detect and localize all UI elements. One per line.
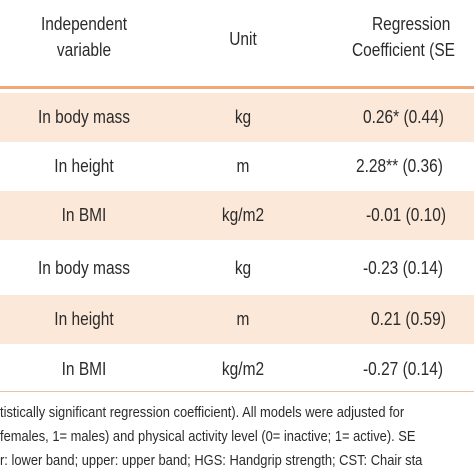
header-independent-line1: Independent: [40, 14, 128, 34]
header-unit: Unit: [229, 29, 257, 49]
row-variable: In body mass: [37, 107, 131, 127]
row-unit: kg: [234, 107, 252, 127]
row-unit: m: [236, 309, 250, 329]
header-independent-line2: variable: [56, 40, 112, 60]
row-unit: kg/m2: [221, 205, 265, 225]
row-unit: kg/m2: [221, 359, 265, 379]
row-coefficient: 2.28** (0.36): [356, 156, 443, 176]
row-variable: In height: [54, 309, 114, 329]
table-header: Independent variable Unit Regression Coe…: [0, 0, 474, 86]
table-row: In body mass kg 0.26* (0.44): [0, 93, 474, 142]
footnote-divider: [0, 391, 474, 392]
footnote-line-2: females, 1= males) and physical activity…: [0, 428, 416, 445]
row-variable: In height: [54, 156, 114, 176]
table-row: In body mass kg -0.23 (0.14): [0, 244, 474, 293]
header-regression-line2: Coefficient (SE: [352, 40, 455, 60]
row-coefficient: -0.23 (0.14): [363, 258, 444, 278]
row-variable: In body mass: [37, 258, 131, 278]
row-unit: m: [236, 156, 250, 176]
table-row: In BMI kg/m2 -0.27 (0.14): [0, 345, 474, 394]
row-variable: In BMI: [61, 205, 107, 225]
footnote-line-3: r: lower band; upper: upper band; HGS: H…: [0, 452, 423, 469]
row-unit: kg: [234, 258, 252, 278]
table-row: In BMI kg/m2 -0.01 (0.10): [0, 191, 474, 240]
row-coefficient: -0.27 (0.14): [363, 359, 444, 379]
header-divider: [0, 86, 474, 89]
table-row: In height m 0.21 (0.59): [0, 295, 474, 344]
row-coefficient: 0.26* (0.44): [363, 107, 444, 127]
header-regression-line1: Regression: [372, 14, 451, 34]
table-footnote: tistically significant regression coeffi…: [0, 392, 474, 474]
row-coefficient: 0.21 (0.59): [371, 309, 446, 329]
row-variable: In BMI: [61, 359, 107, 379]
footnote-line-1: tistically significant regression coeffi…: [0, 404, 405, 421]
row-coefficient: -0.01 (0.10): [366, 205, 447, 225]
table-row: In height m 2.28** (0.36): [0, 142, 474, 191]
